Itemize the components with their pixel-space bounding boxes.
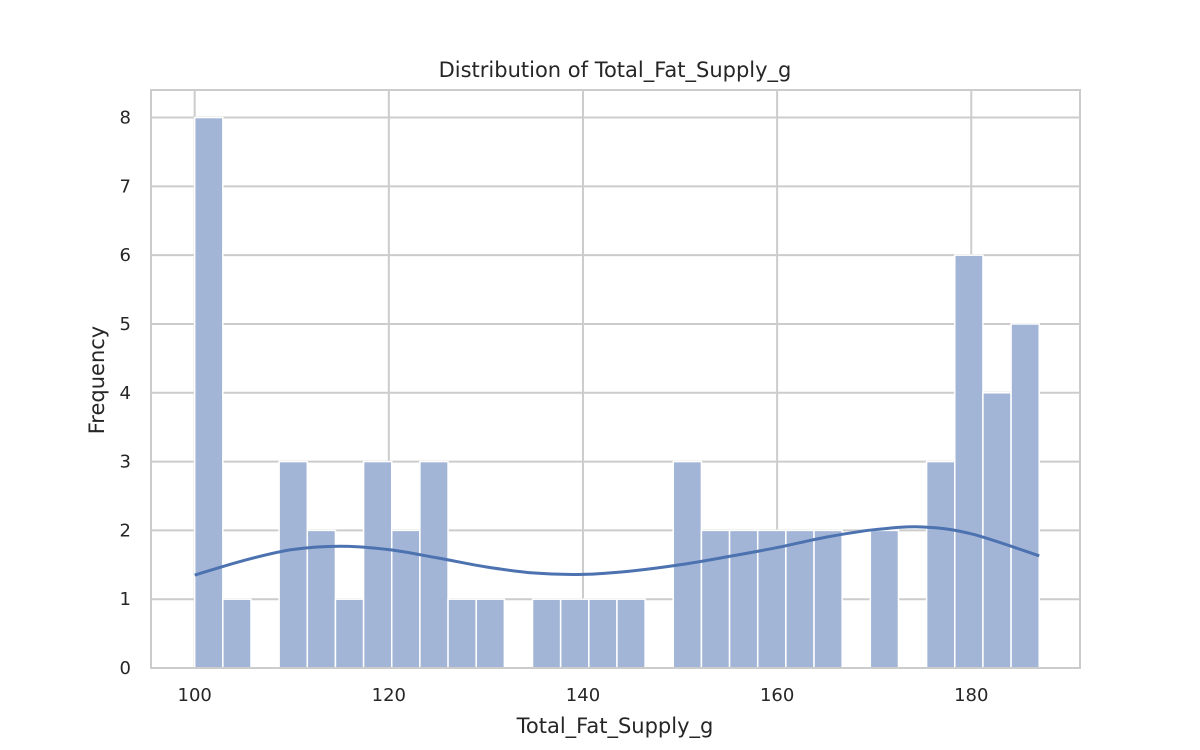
histogram-bar	[475, 598, 506, 669]
histogram-bar	[813, 529, 843, 669]
y-tick-label: 4	[120, 383, 131, 404]
histogram-bar	[954, 254, 984, 669]
histogram-bar	[193, 116, 224, 669]
histogram-bars	[193, 116, 1040, 669]
y-tick-label: 6	[120, 245, 131, 266]
histogram-bar	[419, 460, 449, 669]
histogram-bar	[1010, 323, 1040, 669]
histogram-bar	[869, 529, 900, 669]
x-axis-label: Total_Fat_Supply_g	[516, 714, 714, 739]
histogram-bar	[785, 529, 815, 669]
plot-frame	[150, 89, 1081, 669]
histogram-bar	[700, 529, 731, 669]
kde-curve	[194, 525, 1040, 577]
histogram-bar	[447, 598, 477, 669]
histogram-bar	[531, 598, 562, 669]
x-axis-ticks: 100 120 140 160 180	[178, 685, 989, 706]
histogram-bar	[306, 529, 337, 669]
y-tick-label: 0	[120, 658, 131, 679]
histogram-bar	[588, 598, 618, 669]
x-tick-label: 160	[760, 685, 794, 706]
x-tick-label: 180	[954, 685, 988, 706]
histogram-bar	[559, 598, 590, 669]
chart-title: Distribution of Total_Fat_Supply_g	[439, 58, 792, 83]
x-tick-label: 140	[566, 685, 600, 706]
histogram-bar	[925, 460, 956, 669]
histogram-bar	[362, 460, 393, 669]
histogram-bar	[334, 598, 365, 669]
histogram-bar	[982, 392, 1012, 669]
y-axis-label: Frequency	[85, 326, 109, 435]
y-tick-label: 8	[120, 108, 131, 129]
y-tick-label: 1	[120, 589, 131, 610]
histogram-bar	[616, 598, 646, 669]
y-axis-ticks: 0 1 2 3 4 5 6 7 8	[120, 108, 131, 679]
x-tick-label: 120	[372, 685, 406, 706]
histogram-bar	[278, 460, 309, 669]
y-tick-label: 3	[120, 452, 131, 473]
y-tick-label: 7	[120, 176, 131, 197]
histogram-bar	[222, 598, 252, 669]
x-tick-label: 100	[178, 685, 212, 706]
y-tick-label: 5	[120, 314, 131, 335]
y-tick-label: 2	[120, 520, 131, 541]
